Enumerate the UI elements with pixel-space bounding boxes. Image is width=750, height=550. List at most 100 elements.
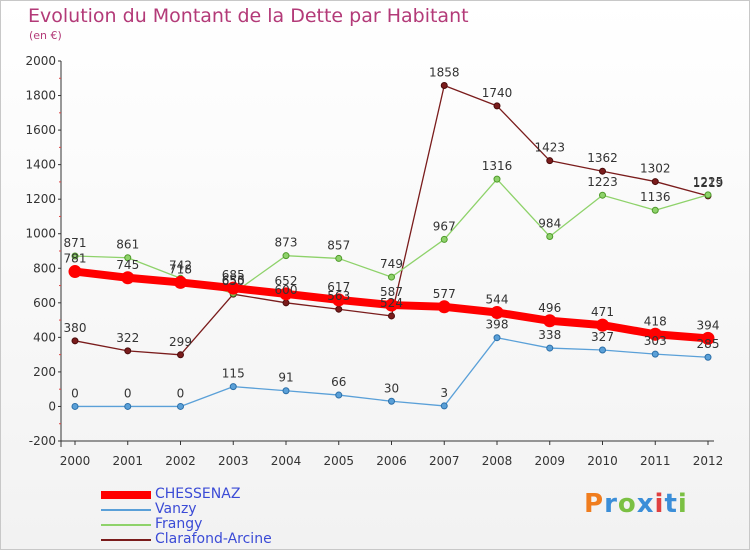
- data-point: [124, 402, 132, 410]
- legend: CHESSENAZ Vanzy Frangy Clarafond-Arcine: [101, 487, 272, 547]
- data-label: 0: [124, 386, 132, 400]
- data-point: [71, 337, 79, 345]
- data-point: [121, 271, 135, 285]
- data-label: 718: [169, 262, 192, 276]
- data-label: 115: [222, 367, 245, 381]
- data-label: 66: [331, 375, 346, 389]
- data-label: 0: [71, 386, 79, 400]
- data-label: 857: [327, 238, 350, 252]
- data-label: 303: [644, 334, 667, 348]
- legend-item-vanzy[interactable]: Vanzy: [101, 502, 272, 517]
- data-label: 322: [116, 331, 139, 345]
- data-point: [543, 314, 557, 328]
- y-tick-label: 800: [33, 261, 56, 275]
- data-point: [648, 327, 662, 341]
- data-label: 742: [169, 258, 192, 272]
- logo-letter: x: [636, 489, 655, 519]
- data-point: [596, 318, 609, 332]
- data-label: 1136: [640, 190, 671, 204]
- x-tick-label: 2001: [112, 454, 143, 468]
- data-point: [335, 391, 343, 399]
- data-point: [335, 305, 343, 313]
- x-tick-label: 2011: [640, 454, 671, 468]
- chart-subtitle: (en €): [29, 29, 62, 42]
- legend-item-frangy[interactable]: Frangy: [101, 517, 272, 532]
- y-tick-label: -200: [29, 434, 56, 448]
- data-point: [124, 254, 132, 262]
- data-label: 30: [384, 381, 399, 395]
- x-tick-label: 2006: [376, 454, 407, 468]
- data-label: 327: [591, 330, 614, 344]
- data-point: [124, 347, 132, 355]
- data-label: 861: [116, 238, 139, 252]
- legend-swatch-vanzy: [101, 508, 151, 511]
- data-label: 967: [433, 219, 456, 233]
- data-point: [332, 293, 346, 307]
- data-label: 394: [697, 318, 720, 332]
- logo-letter: i: [677, 489, 688, 519]
- legend-item-chessenaz[interactable]: CHESSENAZ: [101, 487, 272, 502]
- y-tick-label: 1800: [25, 89, 56, 103]
- y-tick-label: 400: [33, 330, 56, 344]
- logo-letter: i: [654, 489, 665, 519]
- data-point: [599, 346, 606, 354]
- data-label: 600: [275, 283, 298, 297]
- data-label: 471: [591, 305, 614, 319]
- data-label: 0: [177, 386, 185, 400]
- x-tick-label: 2005: [323, 454, 354, 468]
- data-label: 749: [380, 257, 403, 271]
- x-tick-label: 2010: [587, 454, 618, 468]
- data-label: 652: [275, 274, 298, 288]
- data-point: [282, 252, 290, 260]
- data-label: 91: [278, 371, 293, 385]
- data-label: 496: [538, 301, 561, 315]
- data-point: [226, 281, 240, 295]
- legend-swatch-frangy: [101, 523, 151, 526]
- data-point: [546, 232, 554, 240]
- x-tick-label: 2012: [693, 454, 724, 468]
- y-tick-label: 200: [33, 365, 56, 379]
- legend-label-frangy: Frangy: [155, 516, 203, 532]
- data-point: [440, 82, 448, 90]
- y-tick-label: 1400: [25, 158, 56, 172]
- data-point: [493, 175, 501, 183]
- x-tick-label: 2000: [60, 454, 91, 468]
- data-point: [279, 287, 293, 301]
- data-point: [493, 334, 501, 342]
- x-tick-label: 2002: [165, 454, 196, 468]
- legend-swatch-chessenaz: [101, 490, 151, 499]
- chart-title: Evolution du Montant de la Dette par Hab…: [28, 5, 469, 27]
- data-point: [68, 265, 82, 279]
- x-tick-label: 2007: [429, 454, 460, 468]
- y-tick-label: 0: [48, 399, 56, 413]
- x-tick-label: 2003: [218, 454, 249, 468]
- data-point: [651, 350, 659, 358]
- logo-letter: t: [664, 489, 678, 519]
- data-label: 617: [327, 280, 350, 294]
- data-label: 524: [380, 296, 403, 310]
- data-point: [493, 102, 501, 110]
- data-label: 1362: [587, 151, 618, 165]
- data-label: 1219: [693, 176, 724, 190]
- data-point: [490, 305, 504, 319]
- data-point: [599, 191, 606, 199]
- data-point: [174, 275, 187, 289]
- logo-letter: P: [584, 489, 605, 519]
- logo-letter: o: [617, 489, 637, 519]
- data-label: 418: [644, 314, 667, 328]
- legend-item-clarafond-arcine[interactable]: Clarafond-Arcine: [101, 532, 272, 547]
- data-label: 1740: [482, 86, 513, 100]
- data-label: 650: [222, 274, 245, 288]
- data-label: 1423: [534, 141, 565, 155]
- data-label: 285: [697, 337, 720, 351]
- data-point: [704, 191, 712, 199]
- proxiti-logo: Proxiti: [584, 489, 688, 519]
- y-tick-label: 2000: [25, 54, 56, 68]
- data-point: [701, 331, 715, 345]
- data-point: [546, 157, 554, 165]
- data-label: 338: [538, 328, 561, 342]
- legend-swatch-clarafond-arcine: [101, 538, 151, 541]
- logo-letter: r: [604, 489, 618, 519]
- y-tick-label: 1600: [25, 123, 56, 137]
